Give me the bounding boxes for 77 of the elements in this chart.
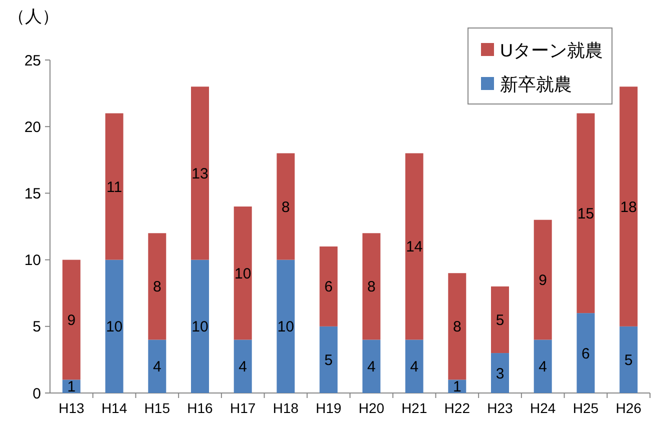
x-tick-label: H14 — [101, 400, 128, 416]
y-tick-label: 0 — [32, 385, 41, 402]
bar — [576, 313, 595, 393]
bar — [362, 233, 380, 340]
x-tick-label: H16 — [187, 400, 214, 416]
data-label: 5 — [624, 352, 633, 369]
data-label: 14 — [406, 238, 423, 256]
data-label: 6 — [582, 345, 590, 362]
bar — [620, 86, 638, 326]
data-label: 5 — [324, 352, 333, 369]
data-label: 15 — [577, 205, 594, 222]
bar — [62, 260, 80, 380]
data-label: 4 — [538, 358, 548, 376]
data-label: 10 — [234, 265, 252, 282]
data-label: 1 — [67, 378, 76, 396]
bar — [105, 260, 124, 393]
x-tick-label: H22 — [444, 400, 470, 416]
x-tick-label: H15 — [144, 400, 170, 416]
y-tick-label: 20 — [24, 118, 41, 136]
bar — [576, 113, 595, 314]
bar — [105, 113, 124, 260]
x-tick-label: H18 — [272, 400, 299, 416]
bar — [491, 286, 509, 354]
bar — [320, 246, 338, 326]
y-tick-label: 5 — [32, 318, 41, 336]
data-label: 3 — [496, 365, 504, 382]
y-tick-label: 10 — [24, 252, 41, 270]
x-tick-label: H19 — [316, 400, 342, 416]
data-label: 9 — [538, 272, 548, 290]
bar — [320, 326, 338, 393]
data-label: 4 — [152, 358, 162, 376]
data-label: 18 — [620, 198, 637, 216]
bar — [276, 153, 295, 260]
bar — [620, 326, 638, 393]
data-label: 5 — [496, 312, 504, 329]
x-tick-label: H20 — [358, 400, 384, 416]
bar — [491, 353, 509, 393]
data-label: 4 — [238, 358, 248, 376]
y-axis-title: （人） — [8, 7, 59, 26]
legend-label: 新卒就農 — [500, 74, 572, 94]
bar — [148, 340, 166, 393]
bar — [405, 340, 424, 393]
data-label: 6 — [324, 278, 333, 296]
data-label: 11 — [106, 178, 122, 196]
data-label: 10 — [192, 318, 208, 336]
bar — [148, 233, 166, 340]
bar — [191, 260, 209, 393]
bar — [362, 340, 380, 393]
y-tick-label: 25 — [24, 52, 41, 70]
data-label: 13 — [192, 165, 208, 182]
bar — [276, 260, 295, 393]
data-label: 9 — [67, 312, 76, 329]
x-tick-label: H24 — [530, 400, 556, 416]
x-tick-label: H17 — [230, 400, 256, 416]
x-tick-label: H21 — [401, 400, 428, 416]
data-label: 4 — [410, 358, 418, 376]
data-label: 10 — [106, 318, 123, 336]
bar — [448, 273, 466, 380]
data-label: 8 — [282, 198, 290, 216]
x-tick-label: H26 — [616, 400, 642, 416]
data-label: 1 — [452, 378, 462, 396]
bar — [234, 206, 252, 340]
data-label: 4 — [367, 358, 376, 376]
y-tick-label: 15 — [24, 185, 41, 202]
bar — [405, 153, 424, 340]
bar — [191, 86, 209, 260]
bar — [534, 220, 552, 340]
legend-label: Uターン就農 — [500, 40, 603, 60]
data-label: 8 — [152, 278, 162, 296]
data-label: 8 — [367, 278, 376, 296]
data-label: 10 — [277, 318, 294, 336]
bar — [234, 340, 252, 393]
x-tick-label: H23 — [487, 400, 514, 416]
x-tick-label: H25 — [572, 400, 599, 416]
data-label: 8 — [452, 318, 462, 336]
bar — [534, 340, 552, 393]
x-tick-label: H13 — [58, 400, 84, 416]
